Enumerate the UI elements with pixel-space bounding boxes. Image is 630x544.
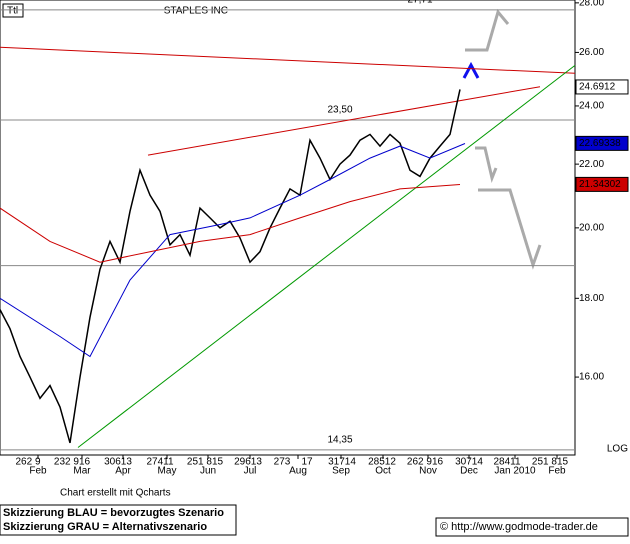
symbol: Ttl (7, 6, 18, 17)
price-line (0, 89, 461, 444)
grey-scenario-down (478, 188, 542, 270)
price-label-box (575, 176, 629, 192)
y-tick-label: 22.00 (579, 159, 604, 170)
day-tick-label: 28512 (368, 457, 396, 468)
y-tick-label: 18.00 (579, 293, 604, 304)
moving-average (0, 184, 461, 263)
day-tick-label: 232 916 (54, 457, 91, 468)
day-tick-label: 262 916 (407, 457, 444, 468)
price-label: 22.69338 (579, 138, 621, 149)
day-tick-label: 262 9 (15, 457, 40, 468)
day-tick-label: 251 815 (532, 457, 569, 468)
day-tick-label: 27411 (146, 457, 174, 468)
day-tick-label: 28411 (493, 457, 521, 468)
day-tick-label: 30714 (455, 457, 483, 468)
chart-title: STAPLES INC (164, 6, 228, 17)
price-label: 21.34302 (579, 179, 621, 190)
trend-line (147, 86, 541, 156)
credit: Chart erstellt mit Qcharts (60, 488, 171, 499)
day-tick-label: 31714 (328, 457, 356, 468)
level-label: 23,50 (327, 105, 352, 116)
y-tick-label: 16.00 (579, 372, 604, 383)
day-tick-label: 30613 (104, 457, 132, 468)
day-tick-label: 29613 (234, 457, 262, 468)
scale-label: LOG (607, 444, 628, 455)
legend-line: Skizzierung BLAU = bevorzugtes Szenario (3, 507, 224, 519)
y-tick-label: 28.00 (579, 0, 604, 9)
blue-scenario (462, 61, 480, 79)
x-tick-label: Feb (548, 466, 566, 477)
x-tick-label: Sep (332, 466, 350, 477)
source-box (435, 517, 629, 537)
day-tick-label: 17 (301, 457, 313, 468)
x-tick-label: Nov (419, 466, 437, 477)
x-tick-label: May (158, 466, 177, 477)
x-tick-label: Apr (115, 466, 131, 477)
day-tick-label: 273 (274, 457, 291, 468)
level-label: 27,71 (407, 0, 432, 5)
source: © http://www.godmode-trader.de (440, 521, 598, 533)
symbol-box (2, 3, 24, 18)
y-tick-label: 20.00 (579, 222, 604, 233)
legend-box (0, 504, 237, 536)
price-label: 24.6912 (579, 82, 616, 93)
x-tick-label: Oct (375, 466, 391, 477)
y-tick-label: 26.00 (579, 47, 604, 58)
legend-line: Skizzierung GRAU = Alternativszenario (3, 521, 207, 533)
x-tick-label: Dec (460, 466, 478, 477)
level-label: 14,35 (327, 434, 352, 445)
x-tick-label: Jul (244, 466, 257, 477)
x-tick-label: Mar (73, 466, 91, 477)
day-tick-label: 251 815 (187, 457, 224, 468)
grey-scenario-up (465, 8, 510, 52)
moving-average (0, 143, 466, 358)
x-tick-label: Aug (289, 466, 307, 477)
plot-frame (0, 0, 576, 456)
trend-line (0, 46, 576, 74)
price-label-box (575, 79, 629, 95)
x-tick-label: Jan 2010 (494, 466, 536, 477)
y-tick-label: 24.00 (579, 101, 604, 112)
price-label-box (575, 135, 629, 151)
x-tick-label: Jun (200, 466, 216, 477)
grey-scenario-mid (475, 146, 498, 183)
x-tick-label: Feb (29, 466, 47, 477)
trend-line (77, 65, 576, 448)
